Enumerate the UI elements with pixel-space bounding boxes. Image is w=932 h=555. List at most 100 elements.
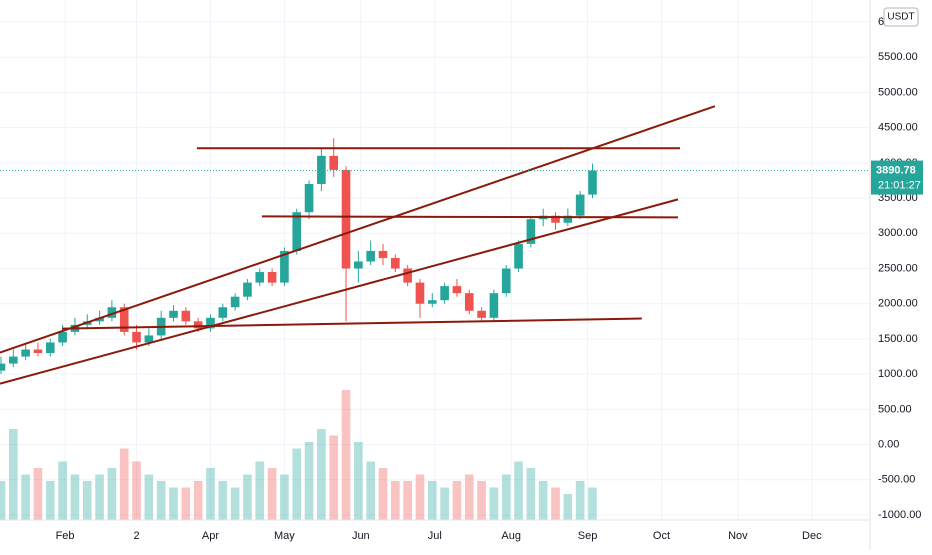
x-tick-label: May xyxy=(274,530,295,542)
currency-box xyxy=(883,7,919,27)
volume-bar xyxy=(280,474,289,520)
candle-body xyxy=(280,250,289,283)
candle-body xyxy=(304,184,314,213)
volume-bar xyxy=(144,474,154,520)
volume-bar xyxy=(292,448,302,520)
trend-lines xyxy=(0,105,716,385)
volume-bar xyxy=(33,468,43,520)
volume-bar xyxy=(82,481,92,520)
candle-body xyxy=(391,257,400,269)
candle-body xyxy=(575,194,585,216)
y-tick-label: 5500.00 xyxy=(878,51,918,63)
candle-body xyxy=(563,215,573,223)
volume-bar xyxy=(156,481,166,520)
candle-body xyxy=(341,169,351,269)
y-tick-label: 2000.00 xyxy=(878,298,918,310)
countdown: 21:01:27 xyxy=(878,179,921,191)
volume-bar xyxy=(255,461,265,520)
volume-bar xyxy=(427,481,437,520)
volume-bar xyxy=(243,474,252,520)
candle-body xyxy=(329,155,339,170)
candle-body xyxy=(588,170,597,195)
x-tick-label: Feb xyxy=(56,530,75,542)
candle-body xyxy=(243,282,252,297)
candle-body xyxy=(169,310,178,318)
volume-bar xyxy=(218,481,228,520)
candle-body xyxy=(33,349,43,354)
x-tick-label: Apr xyxy=(202,530,219,542)
trend-line xyxy=(0,198,679,385)
trend-line xyxy=(0,105,716,354)
volume-bar xyxy=(193,481,203,520)
y-tick-label: 2500.00 xyxy=(878,262,918,274)
volume-bar xyxy=(70,474,80,520)
candle-body xyxy=(477,310,486,318)
x-tick-label: Jun xyxy=(352,530,370,542)
volume-bar xyxy=(477,481,486,520)
volume-bar xyxy=(341,390,351,520)
candle-body xyxy=(366,250,375,262)
candle-body xyxy=(107,307,117,318)
volume-bar xyxy=(551,487,560,520)
volume-bar xyxy=(415,474,425,520)
trend-line xyxy=(62,317,642,330)
candle-body xyxy=(132,331,141,343)
volume-bar xyxy=(452,481,462,520)
volume-bar xyxy=(403,481,412,520)
grid xyxy=(0,0,870,520)
candle-body xyxy=(193,321,203,329)
volume-bar xyxy=(169,487,178,520)
volume-bar xyxy=(366,461,375,520)
volume-bar xyxy=(206,468,215,520)
volume-bar xyxy=(588,487,597,520)
candle-body xyxy=(8,356,18,364)
volume-bar xyxy=(0,481,6,520)
y-tick-label: 4500.00 xyxy=(878,122,918,134)
candle-body xyxy=(354,261,363,269)
candle-body xyxy=(144,335,154,343)
y-tick-label: -500.00 xyxy=(878,474,915,486)
volume-bar xyxy=(21,474,30,520)
price-label: 3890.78 xyxy=(876,164,916,176)
candle-body xyxy=(292,212,302,251)
candle-body xyxy=(255,272,265,283)
y-tick-label: -1000.00 xyxy=(878,509,921,521)
volume-bar xyxy=(489,487,499,520)
volume-bar xyxy=(538,481,548,520)
volume-bar xyxy=(181,487,191,520)
candle-body xyxy=(181,310,191,322)
volume-bar xyxy=(8,429,18,520)
candle-body xyxy=(514,243,523,269)
y-tick-label: 1500.00 xyxy=(878,333,918,345)
candle-body xyxy=(464,293,474,311)
candle-body xyxy=(551,215,560,223)
volume-bar xyxy=(464,474,474,520)
volume-bar xyxy=(501,474,511,520)
volume-bar xyxy=(354,442,363,520)
candle-body xyxy=(489,293,499,318)
volume-bar xyxy=(304,442,314,520)
x-tick-label: Jul xyxy=(428,530,442,542)
volume-bar xyxy=(563,494,573,520)
x-tick-label: Dec xyxy=(802,530,822,542)
volume-bar xyxy=(378,468,388,520)
price-box xyxy=(871,160,923,195)
volume-bar xyxy=(317,429,326,520)
y-tick-label: 0.00 xyxy=(878,438,899,450)
candle-body xyxy=(378,250,388,258)
x-tick-label: Oct xyxy=(653,530,670,542)
candle-body xyxy=(58,331,67,343)
candle-body xyxy=(317,155,326,185)
candle-body xyxy=(206,317,215,329)
volume-bar xyxy=(267,468,277,520)
volume-bar xyxy=(107,468,117,520)
overlay-layer: 3890.78 21:01:27 USDT xyxy=(0,7,923,195)
candle-body xyxy=(501,268,511,294)
volume-bar xyxy=(58,461,67,520)
candle-body xyxy=(427,300,437,304)
candle-body xyxy=(45,342,55,354)
candle-body xyxy=(526,219,536,244)
x-tick-label: Sep xyxy=(578,530,598,542)
volume-bar xyxy=(45,481,55,520)
